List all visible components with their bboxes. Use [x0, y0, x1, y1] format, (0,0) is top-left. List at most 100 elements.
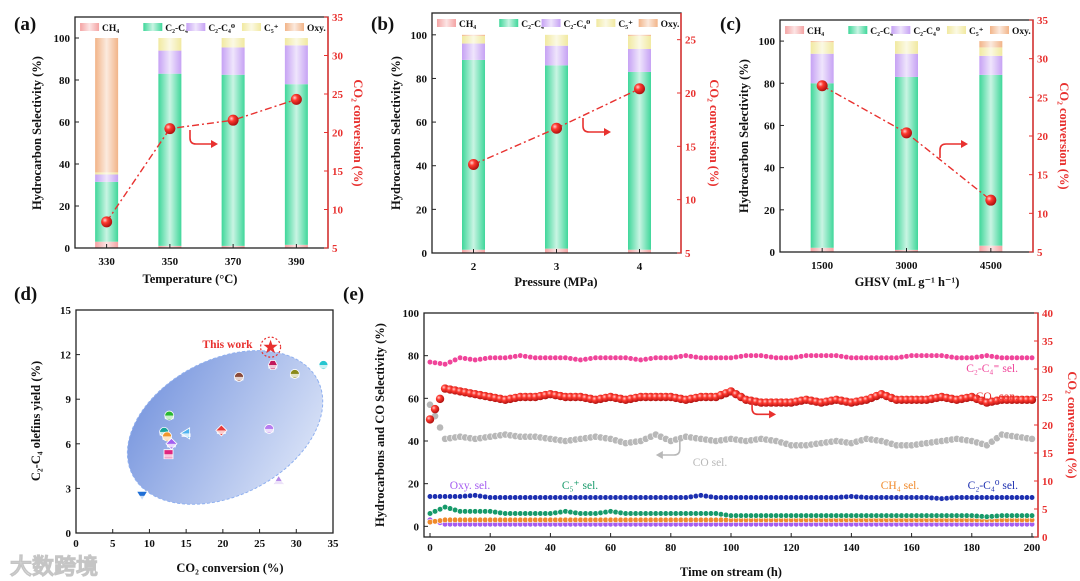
- y-tick-label: 20: [59, 201, 71, 213]
- series-label-c5: C₅⁺ sel.: [562, 480, 598, 492]
- x-tick-label: 0: [427, 542, 433, 554]
- y-axis-title: Hydrocarbon Selectivity (%): [389, 56, 403, 210]
- co2-conversion-point: [468, 158, 479, 170]
- legend-label: C₅⁺: [264, 24, 279, 34]
- series-point-olefin: [893, 354, 900, 361]
- y-tick-label: 80: [416, 73, 428, 85]
- legend-label: CH₄: [102, 24, 119, 34]
- y2-tick-label: 25: [1042, 392, 1054, 404]
- series-point-olefin: [903, 353, 910, 360]
- y-tick-label: 20: [408, 479, 420, 491]
- y2-tick-label: 30: [332, 51, 344, 63]
- marker-half-fill: [181, 433, 191, 437]
- y-axis-title: Hydrocarbons and CO Selectivity (%): [373, 323, 387, 527]
- series-point-olefin: [436, 360, 444, 367]
- series-point-olefin: [572, 356, 579, 363]
- marker-half-fill: [164, 454, 174, 458]
- x-tick-label: 330: [98, 256, 115, 268]
- x-tick-label: 1500: [811, 260, 834, 272]
- co2-conversion-point: [551, 122, 562, 134]
- series-point-co2: [1027, 395, 1037, 404]
- series-point-olefin: [512, 353, 519, 360]
- series-point-c5: [1028, 512, 1036, 519]
- series-point-olefin: [637, 356, 644, 364]
- series-point-olefin: [793, 353, 800, 361]
- series-point-paraffin: [682, 494, 689, 501]
- bar-segment-3: [158, 38, 182, 51]
- y-tick-label: 0: [422, 248, 428, 260]
- marker-half-fill: [290, 373, 300, 378]
- legend-swatch: [848, 26, 868, 34]
- legend-swatch: [785, 26, 805, 34]
- bar-segment-2: [979, 55, 1003, 75]
- y2-tick-label: 5: [1042, 504, 1048, 516]
- series-point-olefin: [462, 355, 469, 362]
- series-point-c5: [552, 509, 559, 516]
- y-tick-label: 60: [764, 120, 776, 132]
- series-point-c5: [446, 505, 454, 512]
- series-point-paraffin: [482, 493, 489, 500]
- axis-indicator-arrow: [939, 143, 962, 158]
- y2-tick-label: 20: [332, 128, 344, 140]
- marker-half-fill: [274, 480, 284, 485]
- bar-segment-4: [628, 34, 651, 36]
- marker-half-fill: [216, 430, 226, 435]
- series-point-olefin: [687, 353, 694, 360]
- y-tick-label: 20: [416, 204, 428, 216]
- series-label-paraffin: C₂-C₄⁰ sel.: [968, 480, 1018, 492]
- y-tick-label: 100: [411, 30, 428, 42]
- marker-half-fill: [164, 415, 174, 420]
- series-point-c5: [607, 508, 614, 515]
- series-point-olefin: [1028, 354, 1036, 361]
- y-tick-label: 40: [764, 163, 776, 175]
- y2-tick-label: 35: [332, 12, 344, 24]
- x-tick-label: 100: [723, 542, 740, 554]
- bar-segment-2: [545, 45, 568, 66]
- legend-label: C₂-C₄⁼: [165, 24, 193, 34]
- series-label-co: CO sel.: [693, 457, 728, 469]
- series-point-olefin: [727, 354, 735, 361]
- series-point-c5: [487, 508, 494, 515]
- series-point-olefin: [632, 356, 639, 363]
- data-point-triangle-down: [135, 490, 149, 502]
- y-tick-label: 60: [408, 393, 420, 405]
- series-point-co: [436, 423, 444, 432]
- series-point-c5: [562, 508, 569, 515]
- series-point-olefin: [838, 353, 845, 360]
- series-point-olefin: [562, 354, 569, 361]
- series-point-olefin: [948, 353, 955, 361]
- co2-conversion-point: [164, 123, 176, 135]
- legend-swatch: [80, 23, 100, 31]
- series-point-olefin: [567, 355, 574, 362]
- legend-label: CH₄: [459, 20, 476, 30]
- x-tick-label: 370: [225, 256, 242, 268]
- bar-segment-3: [221, 38, 245, 48]
- x-tick-label: 20: [485, 542, 497, 554]
- bar-segment-3: [895, 41, 918, 54]
- x-tick-label: 80: [665, 542, 677, 554]
- co2-conversion-point: [227, 114, 239, 126]
- bar-segment-1: [545, 65, 568, 249]
- y-tick-label: 60: [416, 117, 428, 129]
- y2-tick-label: 5: [685, 248, 691, 260]
- legend-label: Oxy.: [307, 24, 326, 34]
- series-point-olefin: [642, 356, 649, 363]
- marker-half-fill: [318, 365, 328, 369]
- x-tick-label: 4: [637, 261, 643, 273]
- series-point-olefin: [763, 353, 770, 360]
- y-axis-title: C₂-C₄ olefins yield (%): [29, 361, 43, 481]
- legend-label: C₅⁺: [969, 27, 984, 37]
- series-point-olefin: [677, 353, 684, 360]
- series-point-olefin: [943, 353, 950, 360]
- y-axis-title: Hydrocarbon Selectivity (%): [30, 56, 44, 210]
- x-tick-label: 40: [545, 542, 557, 554]
- bar-segment-1: [462, 59, 485, 250]
- series-point-paraffin: [692, 493, 699, 500]
- x-tick-label: 60: [605, 542, 617, 554]
- watermark-logo: 大数跨境: [10, 554, 98, 580]
- series-label-ch4: CH₄ sel.: [881, 480, 920, 492]
- y2-tick-label: 35: [1042, 336, 1054, 348]
- legend-label: C₂-C₄⁰: [913, 27, 940, 37]
- marker-half-fill: [162, 436, 172, 440]
